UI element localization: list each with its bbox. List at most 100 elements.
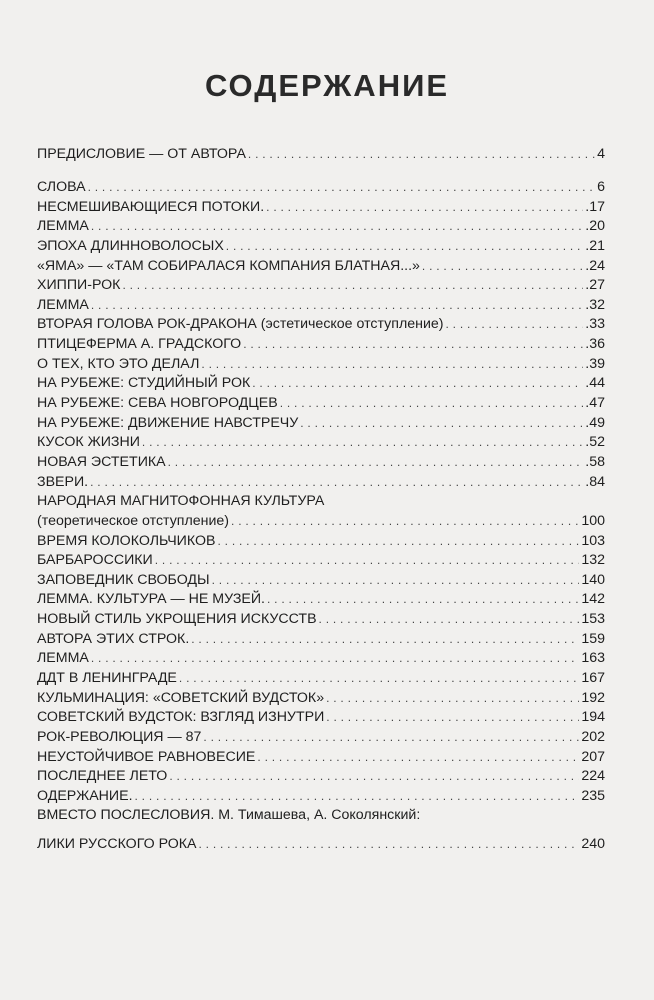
toc-entry-page: .17	[585, 198, 605, 215]
toc-entry-label: НЕУСТОЙЧИВОЕ РАВНОВЕСИЕ	[37, 748, 256, 765]
toc-entry-label: ПТИЦЕФЕРМА А. ГРАДСКОГО	[37, 336, 242, 353]
dot-leader	[90, 473, 583, 493]
toc-entry: ОДЕРЖАНИЕ. 235	[37, 787, 605, 807]
dot-leader	[446, 315, 584, 335]
toc-entry: ДДТ В ЛЕНИНГРАДЕ 167	[37, 669, 605, 689]
dot-leader	[280, 394, 584, 414]
toc-main-list: СЛОВА 6 НЕСМЕШИВАЮЩИЕСЯ ПОТОКИ. .17 ЛЕММА .20…	[37, 178, 605, 807]
toc-entry-label: ЛЕММА	[37, 218, 89, 235]
toc-entry-label: СЛОВА	[37, 179, 86, 195]
toc-entry-label: ОДЕРЖАНИЕ.	[37, 787, 133, 804]
page-title: СОДЕРЖАНИЕ	[204, 68, 450, 103]
toc-entry-page: 140	[581, 571, 605, 588]
toc-preface: ПРЕДИСЛОВИЕ — ОТ АВТОРА 4	[37, 145, 605, 165]
toc-entry-label: ЭПОХА ДЛИННОВОЛОСЫХ	[37, 237, 224, 254]
dot-leader	[257, 748, 579, 768]
dot-leader	[91, 649, 579, 669]
toc-entry: АВТОРА ЭТИХ СТРОК. 159	[37, 630, 605, 650]
toc-entry-label: ДДТ В ЛЕНИНГРАДЕ	[37, 670, 177, 687]
toc-entry: РОК-РЕВОЛЮЦИЯ — 87 202	[37, 728, 605, 748]
toc-entry: НА РУБЕЖЕ: ДВИЖЕНИЕ НАВСТРЕЧУ .49	[37, 414, 605, 434]
toc-entry-page: 159	[581, 630, 605, 647]
toc-entry-label: ЗВЕРИ.	[37, 473, 89, 490]
toc-entry: ЭПОХА ДЛИННОВОЛОСЫХ .21	[37, 237, 605, 257]
toc-entry-label: КУСОК ЖИЗНИ	[37, 434, 140, 451]
dot-leader	[231, 512, 579, 532]
toc-entry-page: .58	[585, 453, 605, 470]
toc-entry-page: 142	[581, 591, 605, 608]
toc-entry-page: 132	[581, 552, 605, 569]
toc-entry-label: НА РУБЕЖЕ: СТУДИЙНЫЙ РОК	[37, 375, 251, 392]
dot-leader	[319, 610, 580, 630]
toc-entry-label: НА РУБЕЖЕ: ДВИЖЕНИЕ НАВСТРЕЧУ	[37, 414, 299, 431]
toc-entry-label: ЛЕММА. КУЛЬТУРА — НЕ МУЗЕЙ.	[37, 591, 265, 608]
toc-entry-page: 224	[581, 768, 605, 785]
dot-leader	[201, 355, 583, 375]
toc-entry-label: КУЛЬМИНАЦИЯ: «СОВЕТСКИЙ ВУДСТОК»	[37, 689, 325, 706]
toc-entry-label: НОВАЯ ЭСТЕТИКА	[37, 453, 166, 470]
dot-leader	[212, 571, 580, 591]
toc-entry-page: .24	[585, 257, 605, 274]
toc-entry: ПРЕДИСЛОВИЕ — ОТ АВТОРА 4	[37, 145, 605, 165]
toc-entry: ПОСЛЕДНЕЕ ЛЕТО 224	[37, 767, 605, 787]
dot-leader	[179, 669, 579, 689]
toc-entry-page: 153	[581, 611, 605, 628]
toc-entry-page: 103	[581, 532, 605, 549]
toc-entry: ВРЕМЯ КОЛОКОЛЬЧИКОВ 103	[37, 532, 605, 552]
dot-leader	[91, 217, 583, 237]
toc-entry-page: 194	[581, 709, 605, 726]
dot-leader	[198, 830, 579, 859]
toc-entry-page: .44	[585, 375, 605, 392]
dot-leader	[422, 257, 583, 277]
dot-leader	[203, 728, 579, 748]
toc-entry-label: БАРБАРОССИКИ	[37, 552, 153, 569]
toc-entry-page: .21	[585, 237, 605, 254]
toc-entry-label: ЛИКИ РУССКОГО РОКА	[37, 836, 197, 852]
toc-entry-page: 4	[597, 146, 605, 162]
dot-leader	[142, 433, 583, 453]
toc-entry-page: .47	[585, 395, 605, 412]
toc-entry-page: .52	[585, 434, 605, 451]
toc-entry-page: .20	[585, 218, 605, 235]
toc-entry-label: «ЯМА» — «ТАМ СОБИРАЛАСЯ КОМПАНИЯ БЛАТНАЯ…	[37, 257, 420, 274]
toc-entry-label: О ТЕХ, КТО ЭТО ДЕЛАЛ	[37, 355, 200, 372]
toc-entry-page: 240	[581, 836, 605, 852]
dot-leader	[217, 532, 579, 552]
dot-leader	[248, 145, 595, 165]
toc-entry: КУСОК ЖИЗНИ .52	[37, 433, 605, 453]
toc-entry: БАРБАРОССИКИ 132	[37, 551, 605, 571]
dot-leader	[191, 630, 579, 650]
toc-entry-page: .84	[585, 473, 605, 490]
toc-entry-page: 163	[581, 650, 605, 667]
toc-entry: НОВАЯ ЭСТЕТИКА .58	[37, 453, 605, 473]
dot-leader	[169, 767, 579, 787]
dot-leader	[91, 296, 583, 316]
toc-entry-page: .49	[585, 414, 605, 431]
dot-leader	[266, 198, 583, 218]
toc-afterword: ВМЕСТО ПОСЛЕСЛОВИЯ. М. Тимашева, А. Соко…	[37, 801, 605, 859]
toc-entry-page: 192	[581, 689, 605, 706]
dot-leader	[326, 689, 579, 709]
toc-entry-label: НАРОДНАЯ МАГНИТОФОННАЯ КУЛЬТУРА	[37, 493, 325, 510]
toc-entry: ЛЕММА .20	[37, 217, 605, 237]
toc-entry: ЛЕММА .32	[37, 296, 605, 316]
dot-leader	[243, 335, 583, 355]
toc-entry-page: .27	[585, 277, 605, 294]
toc-entry: НЕСМЕШИВАЮЩИЕСЯ ПОТОКИ. .17	[37, 198, 605, 218]
toc-entry-label: (теоретическое отступление)	[37, 512, 230, 529]
toc-entry: НЕУСТОЙЧИВОЕ РАВНОВЕСИЕ 207	[37, 748, 605, 768]
toc-entry-page: 6	[597, 179, 605, 195]
toc-entry-label: ПРЕДИСЛОВИЕ — ОТ АВТОРА	[37, 146, 246, 162]
toc-entry-label: ВРЕМЯ КОЛОКОЛЬЧИКОВ	[37, 532, 216, 549]
dot-leader	[155, 551, 580, 571]
dot-leader	[122, 276, 583, 296]
toc-entry-page: .36	[585, 336, 605, 353]
toc-entry-page: 207	[581, 748, 605, 765]
toc-entry: (теоретическое отступление) 100	[37, 512, 605, 532]
toc-entry: ЛЕММА 163	[37, 649, 605, 669]
toc-entry-label: ВМЕСТО ПОСЛЕСЛОВИЯ. М. Тимашева, А. Соко…	[37, 807, 421, 823]
dot-leader	[300, 414, 583, 434]
toc-entry: СЛОВА 6	[37, 178, 605, 198]
toc-entry: НАРОДНАЯ МАГНИТОФОННАЯ КУЛЬТУРА	[37, 492, 605, 512]
toc-entry: О ТЕХ, КТО ЭТО ДЕЛАЛ .39	[37, 355, 605, 375]
